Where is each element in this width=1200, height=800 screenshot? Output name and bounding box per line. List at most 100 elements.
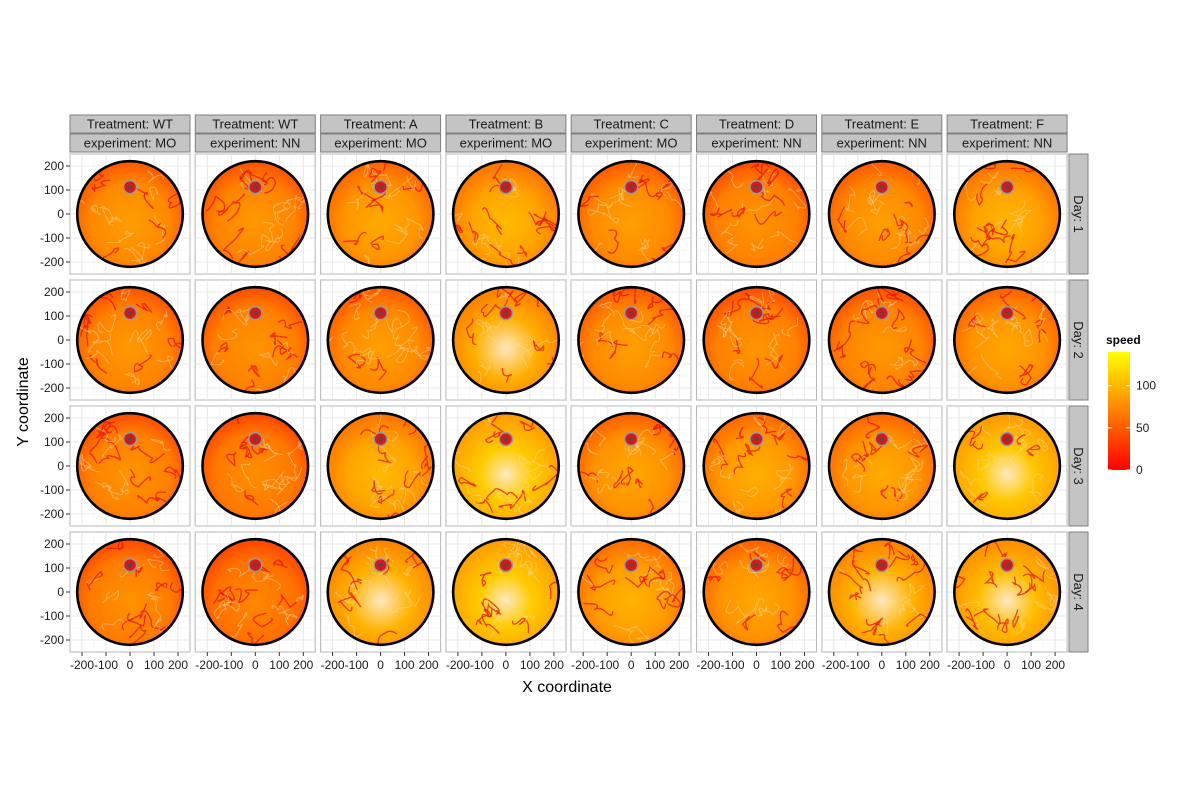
fast-track	[387, 594, 412, 613]
fast-track	[631, 326, 654, 342]
fast-track	[867, 381, 881, 392]
fast-track	[980, 170, 999, 184]
slow-track	[838, 571, 863, 594]
fast-track	[959, 470, 980, 486]
fast-track	[723, 540, 749, 553]
slow-track	[507, 291, 527, 307]
fast-track	[1015, 620, 1026, 635]
slow-track	[766, 168, 780, 187]
fast-track	[724, 237, 739, 253]
fast-track	[157, 355, 174, 372]
slow-track	[890, 487, 903, 503]
fast-track	[852, 474, 867, 493]
facet-panel	[821, 153, 943, 275]
slow-track	[851, 563, 872, 592]
fast-track	[278, 467, 303, 491]
treatment-strip-label: Treatment: F	[970, 117, 1044, 132]
treatment-strip-label: Treatment: WT	[87, 117, 173, 132]
fast-track	[386, 340, 415, 358]
fast-track	[503, 540, 526, 549]
slow-track	[741, 614, 756, 631]
treatment-strip: Treatment: F	[946, 114, 1068, 134]
fast-track	[328, 329, 334, 344]
arena-boundary	[75, 411, 185, 521]
day-strip-label: Day: 1	[1071, 195, 1086, 233]
slow-track	[86, 571, 104, 591]
target-platform-center	[879, 562, 885, 568]
slow-track	[984, 222, 996, 239]
slow-track	[247, 632, 265, 644]
fast-track	[1023, 328, 1034, 347]
fast-track	[867, 190, 875, 206]
target-platform-center	[127, 184, 133, 190]
fast-track	[769, 332, 783, 369]
fast-track	[129, 330, 148, 354]
fast-track	[418, 346, 433, 359]
day-strip-label: Day: 3	[1071, 447, 1086, 485]
slow-track	[837, 206, 848, 233]
fast-track	[766, 334, 780, 366]
slow-track	[777, 610, 796, 634]
slow-track	[1006, 250, 1026, 263]
experiment-strip-background	[696, 133, 817, 153]
slow-track	[833, 320, 855, 352]
slow-track	[163, 466, 182, 484]
treatment-strip-label: Treatment: D	[719, 117, 794, 132]
target-platform-center	[1004, 436, 1010, 442]
fast-track	[963, 485, 985, 507]
slow-track	[883, 540, 895, 560]
fast-track	[658, 450, 676, 471]
fast-track	[594, 313, 612, 334]
arena-speed-density	[578, 287, 684, 393]
facet-panel	[821, 405, 943, 527]
arena-boundary	[201, 537, 310, 647]
slow-track	[474, 499, 493, 513]
fast-track	[361, 288, 383, 302]
fast-track	[1037, 439, 1049, 452]
x-tick-label: -200	[947, 658, 971, 672]
slow-track	[620, 288, 637, 305]
swim-tracks	[955, 541, 1059, 638]
fast-track	[137, 328, 152, 343]
target-platform-center	[378, 562, 384, 568]
slow-track	[983, 570, 998, 588]
fast-track	[226, 473, 245, 492]
y-tick-label: 200	[44, 159, 64, 173]
slow-track	[222, 227, 244, 259]
target-platform-center	[628, 436, 634, 442]
fast-track	[97, 314, 116, 334]
slow-track	[475, 602, 489, 626]
arena-speed-density	[954, 161, 1060, 267]
treatment-strip: Treatment: E	[821, 114, 943, 134]
facet-panel	[320, 153, 442, 275]
slow-track	[91, 179, 111, 192]
arena-boundary	[577, 411, 686, 521]
target-platform-center	[754, 184, 759, 190]
slow-track	[167, 337, 182, 350]
slow-track	[277, 319, 303, 330]
fast-track	[85, 350, 110, 364]
fast-track	[587, 203, 607, 217]
fast-track	[496, 492, 518, 513]
fast-track	[271, 605, 289, 626]
facet-panel	[320, 279, 442, 401]
fast-track	[102, 589, 120, 603]
fast-track	[987, 318, 1000, 338]
fast-track	[719, 466, 740, 480]
slow-track	[976, 225, 991, 241]
slow-track	[1012, 609, 1019, 628]
arena-speed-density	[77, 539, 183, 645]
swim-tracks	[226, 414, 308, 516]
fast-track	[454, 453, 472, 473]
arena-boundary	[952, 285, 1062, 395]
target-platform-center	[127, 310, 133, 316]
fast-track	[725, 599, 748, 617]
slow-track	[643, 565, 665, 587]
fast-track	[876, 290, 898, 308]
experiment-strip: experiment: NN	[194, 133, 316, 153]
facet-panel	[69, 405, 191, 527]
fast-track	[507, 342, 530, 363]
facet-panel	[570, 153, 692, 275]
x-tick-label: 0	[377, 658, 384, 672]
slow-track	[764, 354, 784, 370]
